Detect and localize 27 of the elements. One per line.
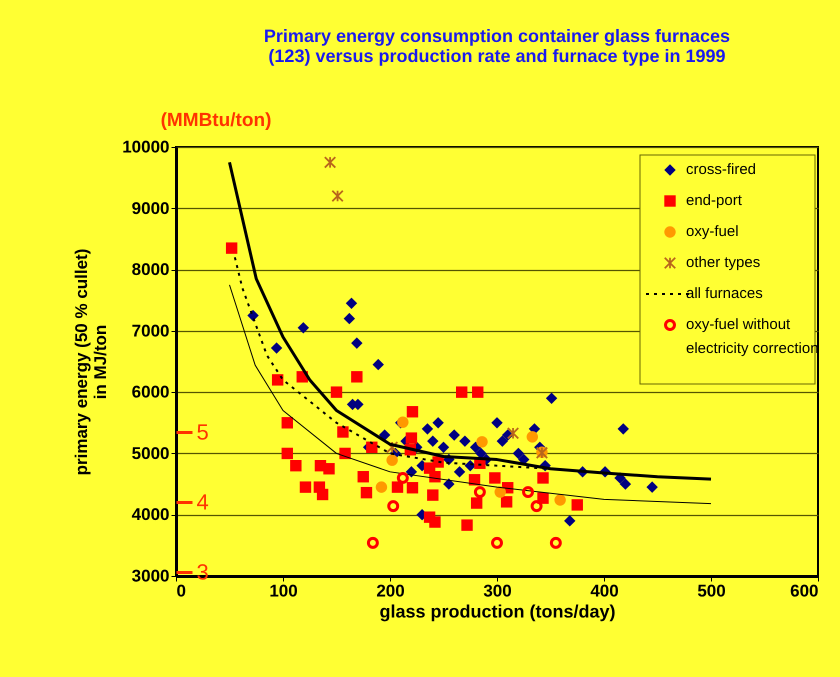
x-axis-title: glass production (tons/day): [379, 602, 616, 622]
text: Primary energy consumption container glass furnaces: [264, 26, 730, 46]
x-tick-label: 400: [590, 582, 619, 600]
y-tick-label: 6000: [132, 382, 170, 402]
text: (123) versus production rate and furnace type in 1999: [268, 46, 726, 66]
y-tick-label: 3000: [132, 566, 170, 586]
y-tick-label: 10000: [122, 138, 170, 156]
x-tick-label: 200: [376, 582, 405, 600]
x-tick-label: 500: [697, 582, 726, 600]
x-tick-label: 0: [176, 582, 186, 600]
y2-axis-title: (MMBtu/ton): [160, 110, 272, 131]
y-tick-label: 4000: [132, 505, 170, 524]
y-axis-title: primary energy (50 % cullet) in MJ/ton: [72, 248, 110, 476]
legend-label: all furnaces: [686, 285, 763, 302]
y-tick-label: 5000: [132, 444, 170, 463]
y2-tick-label: 5: [196, 420, 209, 445]
y2-tick-label: 4: [196, 489, 209, 514]
legend-label: other types: [686, 254, 760, 271]
legend-label: oxy-fuel: [686, 223, 739, 240]
y-tick-label: 7000: [132, 321, 170, 340]
y-tick-label: 8000: [132, 260, 170, 280]
x-tick-label: 100: [269, 582, 298, 600]
x-tick-label: 600: [790, 582, 818, 600]
legend-label: end-port: [686, 192, 743, 209]
x-tick-label: 300: [483, 582, 512, 600]
y-tick-label: 9000: [132, 198, 170, 218]
legend-label: cross-fired: [686, 161, 756, 178]
